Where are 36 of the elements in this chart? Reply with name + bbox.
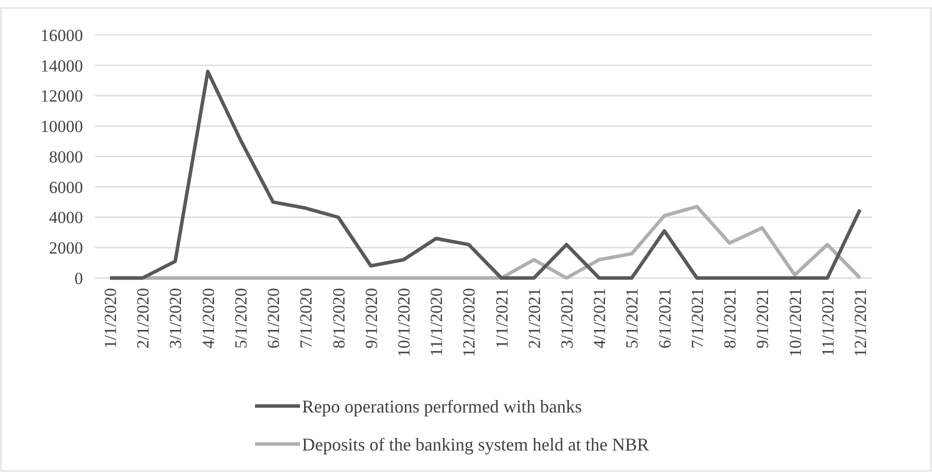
legend-label: Repo operations performed with banks	[302, 396, 582, 416]
y-tick-label: 12000	[40, 86, 83, 106]
y-tick-label: 10000	[40, 117, 83, 136]
y-tick-label: 2000	[49, 238, 83, 258]
x-tick-label: 8/1/2020	[329, 288, 348, 348]
x-tick-label: 1/1/2021	[492, 288, 512, 348]
legend-label: Deposits of the banking system held at the NBR	[302, 434, 649, 454]
x-tick-label: 12/1/2021	[851, 288, 870, 357]
x-tick-label: 2/1/2021	[524, 288, 544, 348]
y-tick-label: 0	[74, 268, 83, 288]
x-tick-label: 9/1/2020	[362, 288, 381, 348]
x-tick-label: 6/1/2021	[655, 288, 674, 348]
x-tick-label: 1/1/2020	[101, 288, 120, 348]
x-tick-label: 10/1/2021	[786, 288, 805, 357]
x-tick-label: 6/1/2020	[264, 288, 284, 348]
x-tick-label: 5/1/2020	[231, 288, 250, 348]
x-tick-label: 11/1/2021	[818, 288, 838, 356]
line-series	[108, 70, 862, 280]
x-tick-label: 7/1/2021	[688, 288, 707, 348]
x-tick-label: 2/1/2020	[134, 288, 153, 348]
x-tick-label: 5/1/2021	[622, 288, 642, 348]
x-tick-label: 4/1/2021	[590, 288, 610, 348]
y-tick-label: 16000	[40, 26, 83, 45]
x-tick-label: 9/1/2021	[753, 288, 772, 348]
x-tick-label: 3/1/2021	[558, 288, 577, 348]
y-tick-label: 4000	[49, 208, 83, 228]
x-tick-label: 11/1/2020	[427, 288, 446, 356]
x-tick-label: 7/1/2020	[296, 288, 316, 348]
x-tick-label: 12/1/2020	[460, 288, 479, 357]
x-tick-label: 8/1/2021	[720, 288, 740, 348]
x-tick-label: 10/1/2020	[394, 288, 414, 357]
x-tick-label: 3/1/2020	[166, 288, 186, 348]
x-tick-label: 4/1/2020	[198, 288, 218, 348]
y-tick-label: 14000	[40, 56, 83, 76]
y-tick-label: 8000	[49, 147, 83, 166]
y-tick-label: 6000	[49, 178, 83, 197]
